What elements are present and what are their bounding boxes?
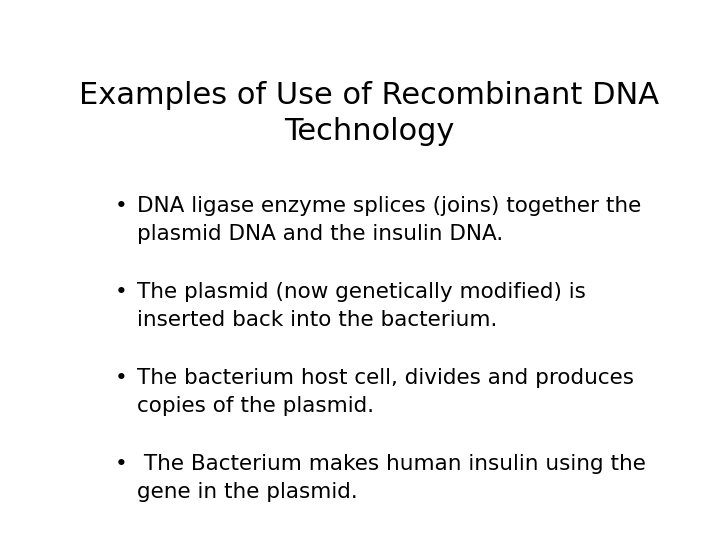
Text: •: • bbox=[115, 368, 128, 388]
Text: •: • bbox=[115, 282, 128, 302]
Text: The bacterium host cell, divides and produces: The bacterium host cell, divides and pro… bbox=[138, 368, 634, 388]
Text: inserted back into the bacterium.: inserted back into the bacterium. bbox=[138, 310, 498, 330]
Text: Examples of Use of Recombinant DNA
Technology: Examples of Use of Recombinant DNA Techn… bbox=[79, 82, 659, 146]
Text: The Bacterium makes human insulin using the: The Bacterium makes human insulin using … bbox=[138, 454, 647, 474]
Text: The plasmid (now genetically modified) is: The plasmid (now genetically modified) i… bbox=[138, 282, 586, 302]
Text: plasmid DNA and the insulin DNA.: plasmid DNA and the insulin DNA. bbox=[138, 224, 504, 244]
Text: •: • bbox=[115, 454, 128, 474]
Text: •: • bbox=[115, 196, 128, 216]
Text: gene in the plasmid.: gene in the plasmid. bbox=[138, 482, 358, 502]
Text: DNA ligase enzyme splices (joins) together the: DNA ligase enzyme splices (joins) togeth… bbox=[138, 196, 642, 216]
Text: copies of the plasmid.: copies of the plasmid. bbox=[138, 396, 374, 416]
